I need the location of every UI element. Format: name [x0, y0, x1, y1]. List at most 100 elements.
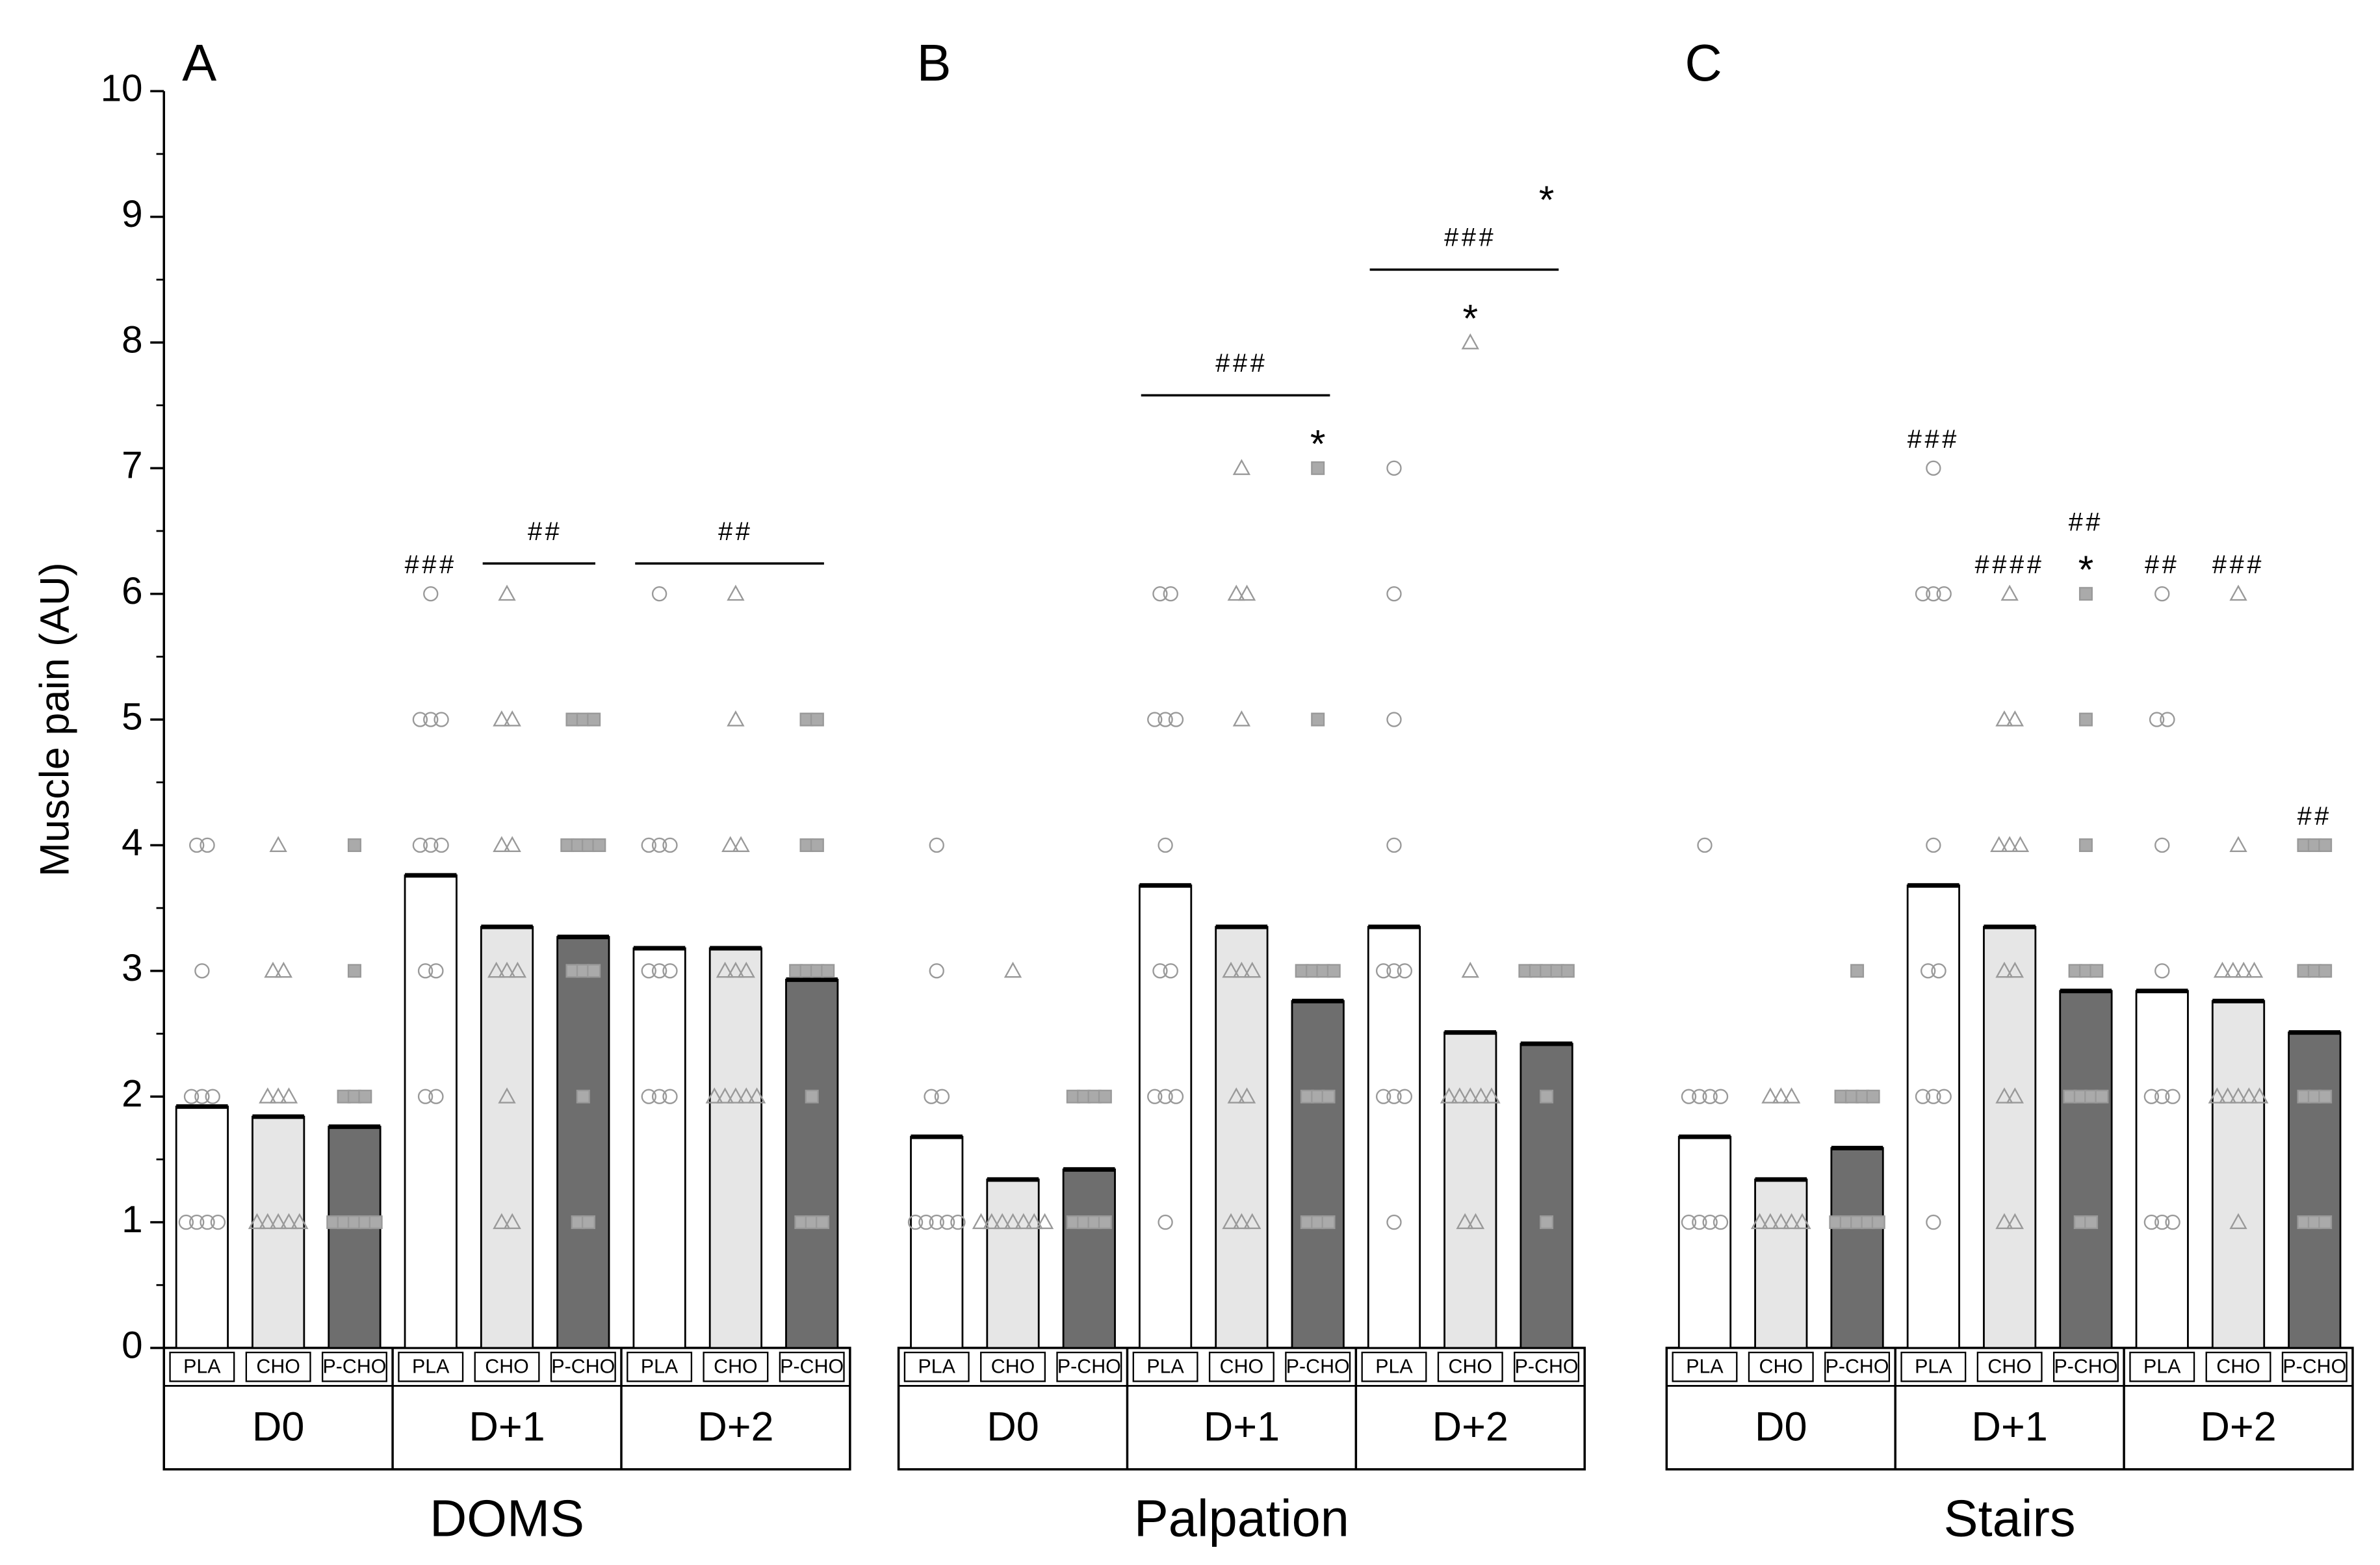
data-point	[503, 1213, 521, 1230]
data-point	[1386, 586, 1402, 602]
data-point	[1995, 1087, 2013, 1104]
cell-box	[1132, 1351, 1198, 1382]
data-point	[1158, 837, 1173, 853]
data-point	[433, 837, 449, 853]
bar	[910, 1135, 964, 1349]
data-point	[2318, 1215, 2333, 1230]
bar	[556, 936, 610, 1349]
data-point	[1782, 1087, 1801, 1104]
y-tick-label: 0	[122, 1324, 142, 1366]
cell-box	[1361, 1351, 1427, 1382]
cell-box	[703, 1351, 769, 1382]
data-point	[279, 1213, 298, 1230]
bar	[708, 947, 763, 1349]
bar	[404, 874, 458, 1349]
data-point	[929, 1214, 944, 1230]
cell-box	[1437, 1351, 1503, 1382]
series-label: PLA	[641, 1356, 679, 1377]
data-point	[1321, 1089, 1336, 1104]
data-point	[1158, 712, 1173, 727]
data-point	[581, 1215, 596, 1230]
data-point	[347, 964, 361, 978]
data-point	[1692, 1214, 1707, 1230]
data-point	[651, 963, 667, 979]
data-point	[651, 837, 667, 853]
data-point	[1227, 1087, 1245, 1104]
data-point	[2318, 838, 2333, 852]
data-point	[1147, 712, 1163, 727]
data-point	[248, 1213, 266, 1230]
significance-mark: *	[1310, 422, 1326, 466]
data-point	[1015, 1213, 1033, 1230]
data-point	[1466, 1213, 1485, 1230]
data-point	[2006, 961, 2024, 978]
data-point	[194, 1089, 210, 1104]
series-label: PLA	[1146, 1356, 1184, 1377]
data-point	[934, 1089, 950, 1104]
data-point	[2149, 712, 2165, 727]
group-label: D0	[1755, 1404, 1807, 1450]
data-point	[662, 1089, 678, 1104]
data-point	[1540, 1089, 1554, 1104]
data-point	[1386, 837, 1402, 853]
data-point	[816, 1215, 830, 1230]
data-point	[1772, 1213, 1790, 1230]
data-point	[1871, 1215, 1885, 1230]
significance-mark: ##	[2069, 508, 2104, 537]
data-point	[727, 710, 745, 727]
data-point	[2000, 836, 2019, 852]
group-label: D+2	[2200, 1404, 2276, 1450]
data-point	[269, 836, 287, 852]
data-point	[1471, 1087, 1490, 1104]
data-point	[2078, 838, 2093, 852]
data-point	[727, 584, 745, 601]
significance-mark: *	[2078, 547, 2094, 591]
data-point	[1995, 961, 2013, 978]
significance-mark: *	[1462, 296, 1478, 340]
cell-box	[245, 1351, 311, 1382]
data-point	[279, 1087, 298, 1104]
bar	[1677, 1135, 1732, 1349]
data-point	[592, 838, 606, 852]
cell-box	[474, 1351, 540, 1382]
data-point	[1152, 586, 1168, 602]
cell-box	[2052, 1351, 2119, 1382]
data-point	[1397, 1089, 1413, 1104]
data-point	[503, 710, 521, 727]
data-point	[2089, 964, 2104, 978]
significance-mark: ###	[1215, 349, 1267, 378]
data-point	[821, 964, 835, 978]
series-label: P-CHO	[1286, 1356, 1350, 1377]
bar	[1291, 1000, 1345, 1349]
data-point	[1375, 1089, 1391, 1104]
data-point	[651, 586, 667, 602]
data-point	[433, 712, 449, 727]
cell-box	[2281, 1351, 2348, 1382]
data-point	[1461, 1087, 1479, 1104]
data-point	[1926, 1089, 1941, 1104]
series-label: P-CHO	[2054, 1356, 2118, 1377]
data-point	[2011, 836, 2030, 852]
data-point	[274, 961, 293, 978]
data-point	[369, 1215, 383, 1230]
data-point	[1990, 836, 2008, 852]
significance-mark: ###	[2212, 550, 2264, 579]
data-point	[2000, 584, 2019, 601]
data-point	[1921, 963, 1936, 979]
y-tick-label: 1	[122, 1198, 142, 1241]
data-point	[498, 584, 516, 601]
data-point	[1936, 1089, 1952, 1104]
bar	[252, 1115, 305, 1349]
data-point	[1931, 963, 1947, 979]
data-point	[417, 963, 433, 979]
data-point	[1098, 1089, 1112, 1104]
data-point	[1311, 712, 1325, 727]
data-point	[1750, 1213, 1769, 1230]
data-point	[1222, 961, 1240, 978]
data-point	[2006, 1213, 2024, 1230]
data-point	[1163, 586, 1178, 602]
series-label: P-CHO	[2283, 1356, 2346, 1377]
data-point	[291, 1213, 309, 1230]
bar	[986, 1178, 1040, 1349]
data-point	[1850, 964, 1865, 978]
